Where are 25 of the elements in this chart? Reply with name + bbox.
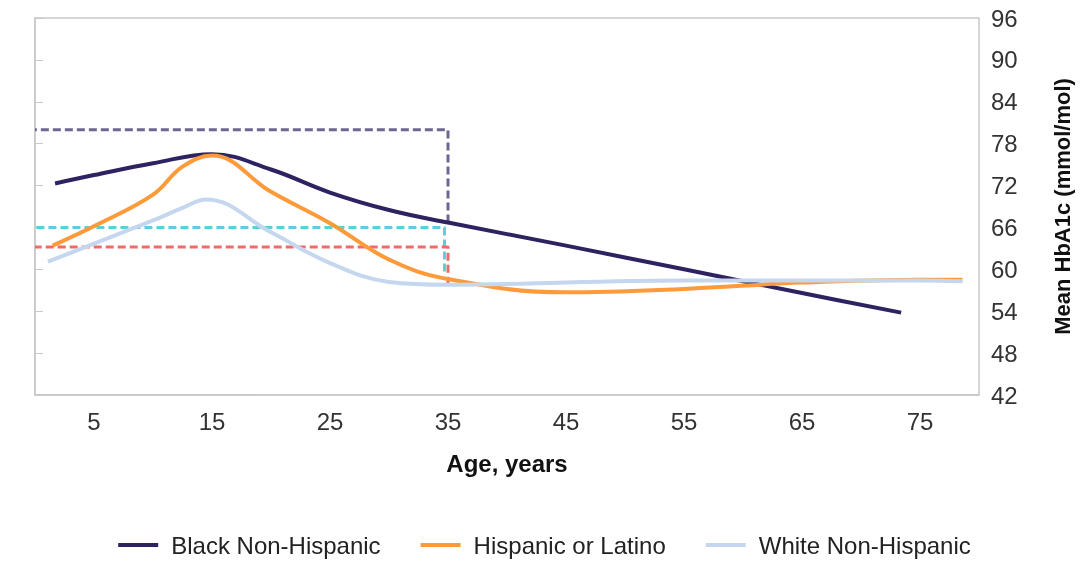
x-axis-title: Age, years bbox=[446, 449, 568, 477]
y-tick-label: 54 bbox=[991, 297, 1018, 325]
y-tick-label: 60 bbox=[991, 255, 1018, 283]
line-series bbox=[53, 152, 904, 315]
y-axis-title: Mean HbA1c (mmol/mol) bbox=[1049, 78, 1075, 335]
y-tick-label: 42 bbox=[991, 381, 1018, 409]
legend-label: Hispanic or Latino bbox=[473, 531, 666, 559]
x-tick-label: 15 bbox=[198, 407, 226, 435]
x-tick-label: 35 bbox=[434, 407, 462, 435]
legend-label: White Non-Hispanic bbox=[758, 531, 971, 559]
y-tick-label: 66 bbox=[991, 213, 1018, 241]
x-tick-label: 65 bbox=[788, 407, 816, 435]
y-tick-label: 72 bbox=[991, 172, 1018, 200]
line-series bbox=[45, 197, 965, 287]
x-tick-label: 55 bbox=[670, 407, 698, 435]
x-tick-label: 45 bbox=[552, 407, 580, 435]
y-tick-label: 78 bbox=[991, 130, 1018, 158]
y-tick-label: 48 bbox=[991, 339, 1018, 367]
y-tick-label: 84 bbox=[991, 88, 1018, 116]
x-tick-label: 5 bbox=[87, 407, 101, 435]
x-tick-label: 25 bbox=[316, 407, 344, 435]
legend-label: Black Non-Hispanic bbox=[171, 531, 381, 559]
y-tick-label: 90 bbox=[991, 46, 1018, 74]
x-tick-label: 75 bbox=[906, 407, 934, 435]
y-tick-label: 96 bbox=[991, 4, 1018, 32]
